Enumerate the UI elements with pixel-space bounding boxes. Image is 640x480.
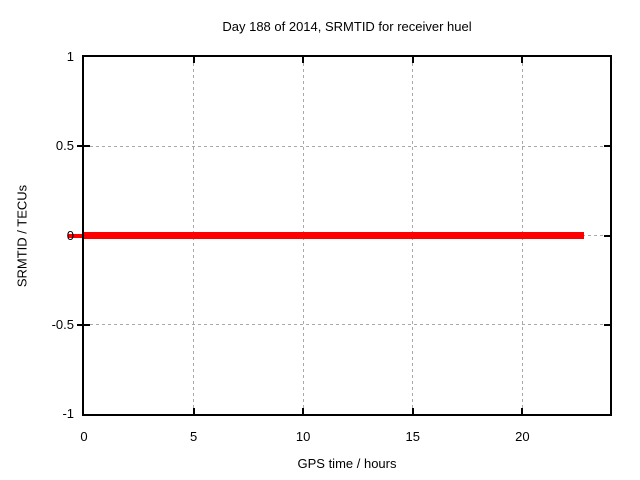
x-tick-label: 10 bbox=[295, 429, 311, 444]
x-tick-mark bbox=[521, 57, 524, 63]
gridline-horizontal bbox=[84, 324, 610, 326]
x-tick-label: 0 bbox=[80, 429, 88, 444]
y-tick-mark bbox=[604, 323, 610, 326]
x-tick-label: 15 bbox=[405, 429, 420, 444]
x-tick-label: 5 bbox=[189, 429, 198, 444]
x-tick-mark bbox=[192, 57, 195, 63]
x-tick-label: 20 bbox=[515, 429, 530, 444]
x-tick-mark bbox=[411, 408, 414, 414]
y-tick-mark-outer bbox=[77, 323, 82, 326]
y-axis-label: SRMTID / TECUs bbox=[14, 184, 30, 288]
y-tick-label: 1 bbox=[66, 49, 74, 64]
y-tick-label: -0.5 bbox=[51, 316, 74, 332]
y-tick-mark bbox=[84, 323, 90, 326]
y-tick-label: 0 bbox=[66, 227, 74, 243]
x-tick-mark bbox=[302, 408, 305, 414]
y-tick-mark bbox=[604, 145, 610, 148]
y-tick-label: -1 bbox=[62, 406, 74, 421]
gridline-horizontal bbox=[84, 145, 610, 147]
y-tick-mark-outer bbox=[77, 145, 82, 148]
x-tick-mark bbox=[521, 408, 524, 414]
x-tick-mark bbox=[302, 57, 305, 63]
x-tick-mark bbox=[411, 57, 414, 63]
plot-inner bbox=[68, 57, 610, 414]
plot-area bbox=[68, 55, 612, 416]
chart-title: Day 188 of 2014, SRMTID for receiver hue… bbox=[222, 19, 472, 34]
y-tick-mark bbox=[604, 234, 610, 237]
y-tick-label: 0.5 bbox=[55, 138, 74, 154]
y-tick-mark bbox=[84, 145, 90, 148]
x-tick-mark bbox=[192, 408, 195, 414]
x-axis-label: GPS time / hours bbox=[297, 456, 397, 471]
data-line-srmtid bbox=[84, 232, 584, 239]
data-line-start-cap bbox=[68, 233, 82, 238]
